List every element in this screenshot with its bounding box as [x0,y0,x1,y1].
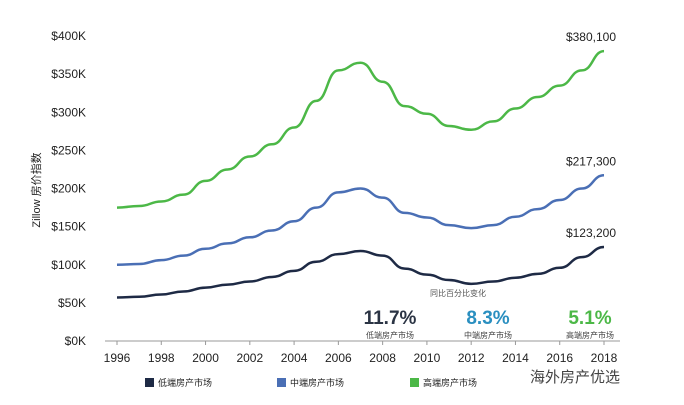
x-tick-label: 2000 [192,351,219,365]
legend-label: 中端房产市场 [290,378,345,388]
y-tick-label: $350K [51,67,86,81]
y-tick-label: $100K [51,258,86,272]
legend-label: 高端房产市场 [423,378,478,388]
annotation-title: 同比百分比变化 [430,289,486,298]
x-tick-label: 1996 [104,351,131,365]
x-tick-label: 2008 [369,351,396,365]
end-value-label: $217,300 [566,154,616,168]
x-tick-label: 2002 [236,351,263,365]
series-line-2 [116,49,605,209]
end-value-label: $380,100 [566,30,616,44]
x-tick-label: 2010 [414,351,441,365]
y-tick-label: $0K [65,334,86,348]
stat-value: 8.3% [466,308,510,329]
brand-watermark: 海外房产优选 [530,369,621,386]
x-tick-label: 1998 [148,351,175,365]
y-tick-label: $50K [58,296,86,310]
stat-label: 高端房产市场 [566,331,614,340]
y-tick-label: $400K [51,29,86,43]
x-tick-label: 2004 [281,351,308,365]
y-tick-label: $300K [51,105,86,119]
stat-low: 11.7% 低端房产市场 [345,308,435,341]
y-tick-label: $150K [51,220,86,234]
legend-item-mid: 中端房产市场 [277,376,344,389]
y-tick-label: $200K [51,182,86,196]
stat-high: 5.1% 高端房产市场 [545,308,635,341]
stat-label: 中端房产市场 [464,331,512,340]
x-tick-label: 2018 [591,351,618,365]
legend-label: 低端房产市场 [158,378,213,388]
x-tick-label: 2014 [502,351,529,365]
legend-item-low: 低端房产市场 [145,376,212,389]
stat-value: 5.1% [568,308,612,329]
legend-item-high: 高端房产市场 [410,376,477,389]
y-axis-label: Zillow 房价指数 [29,152,43,227]
end-value-label: $123,200 [566,226,616,240]
x-tick-label: 2016 [546,351,573,365]
stat-label: 低端房产市场 [366,331,414,340]
x-tick-label: 2012 [458,351,485,365]
x-tick-label: 2006 [325,351,352,365]
stat-value: 11.7% [363,308,417,329]
y-tick-label: $250K [51,143,86,157]
stat-mid: 8.3% 中端房产市场 [443,308,533,341]
